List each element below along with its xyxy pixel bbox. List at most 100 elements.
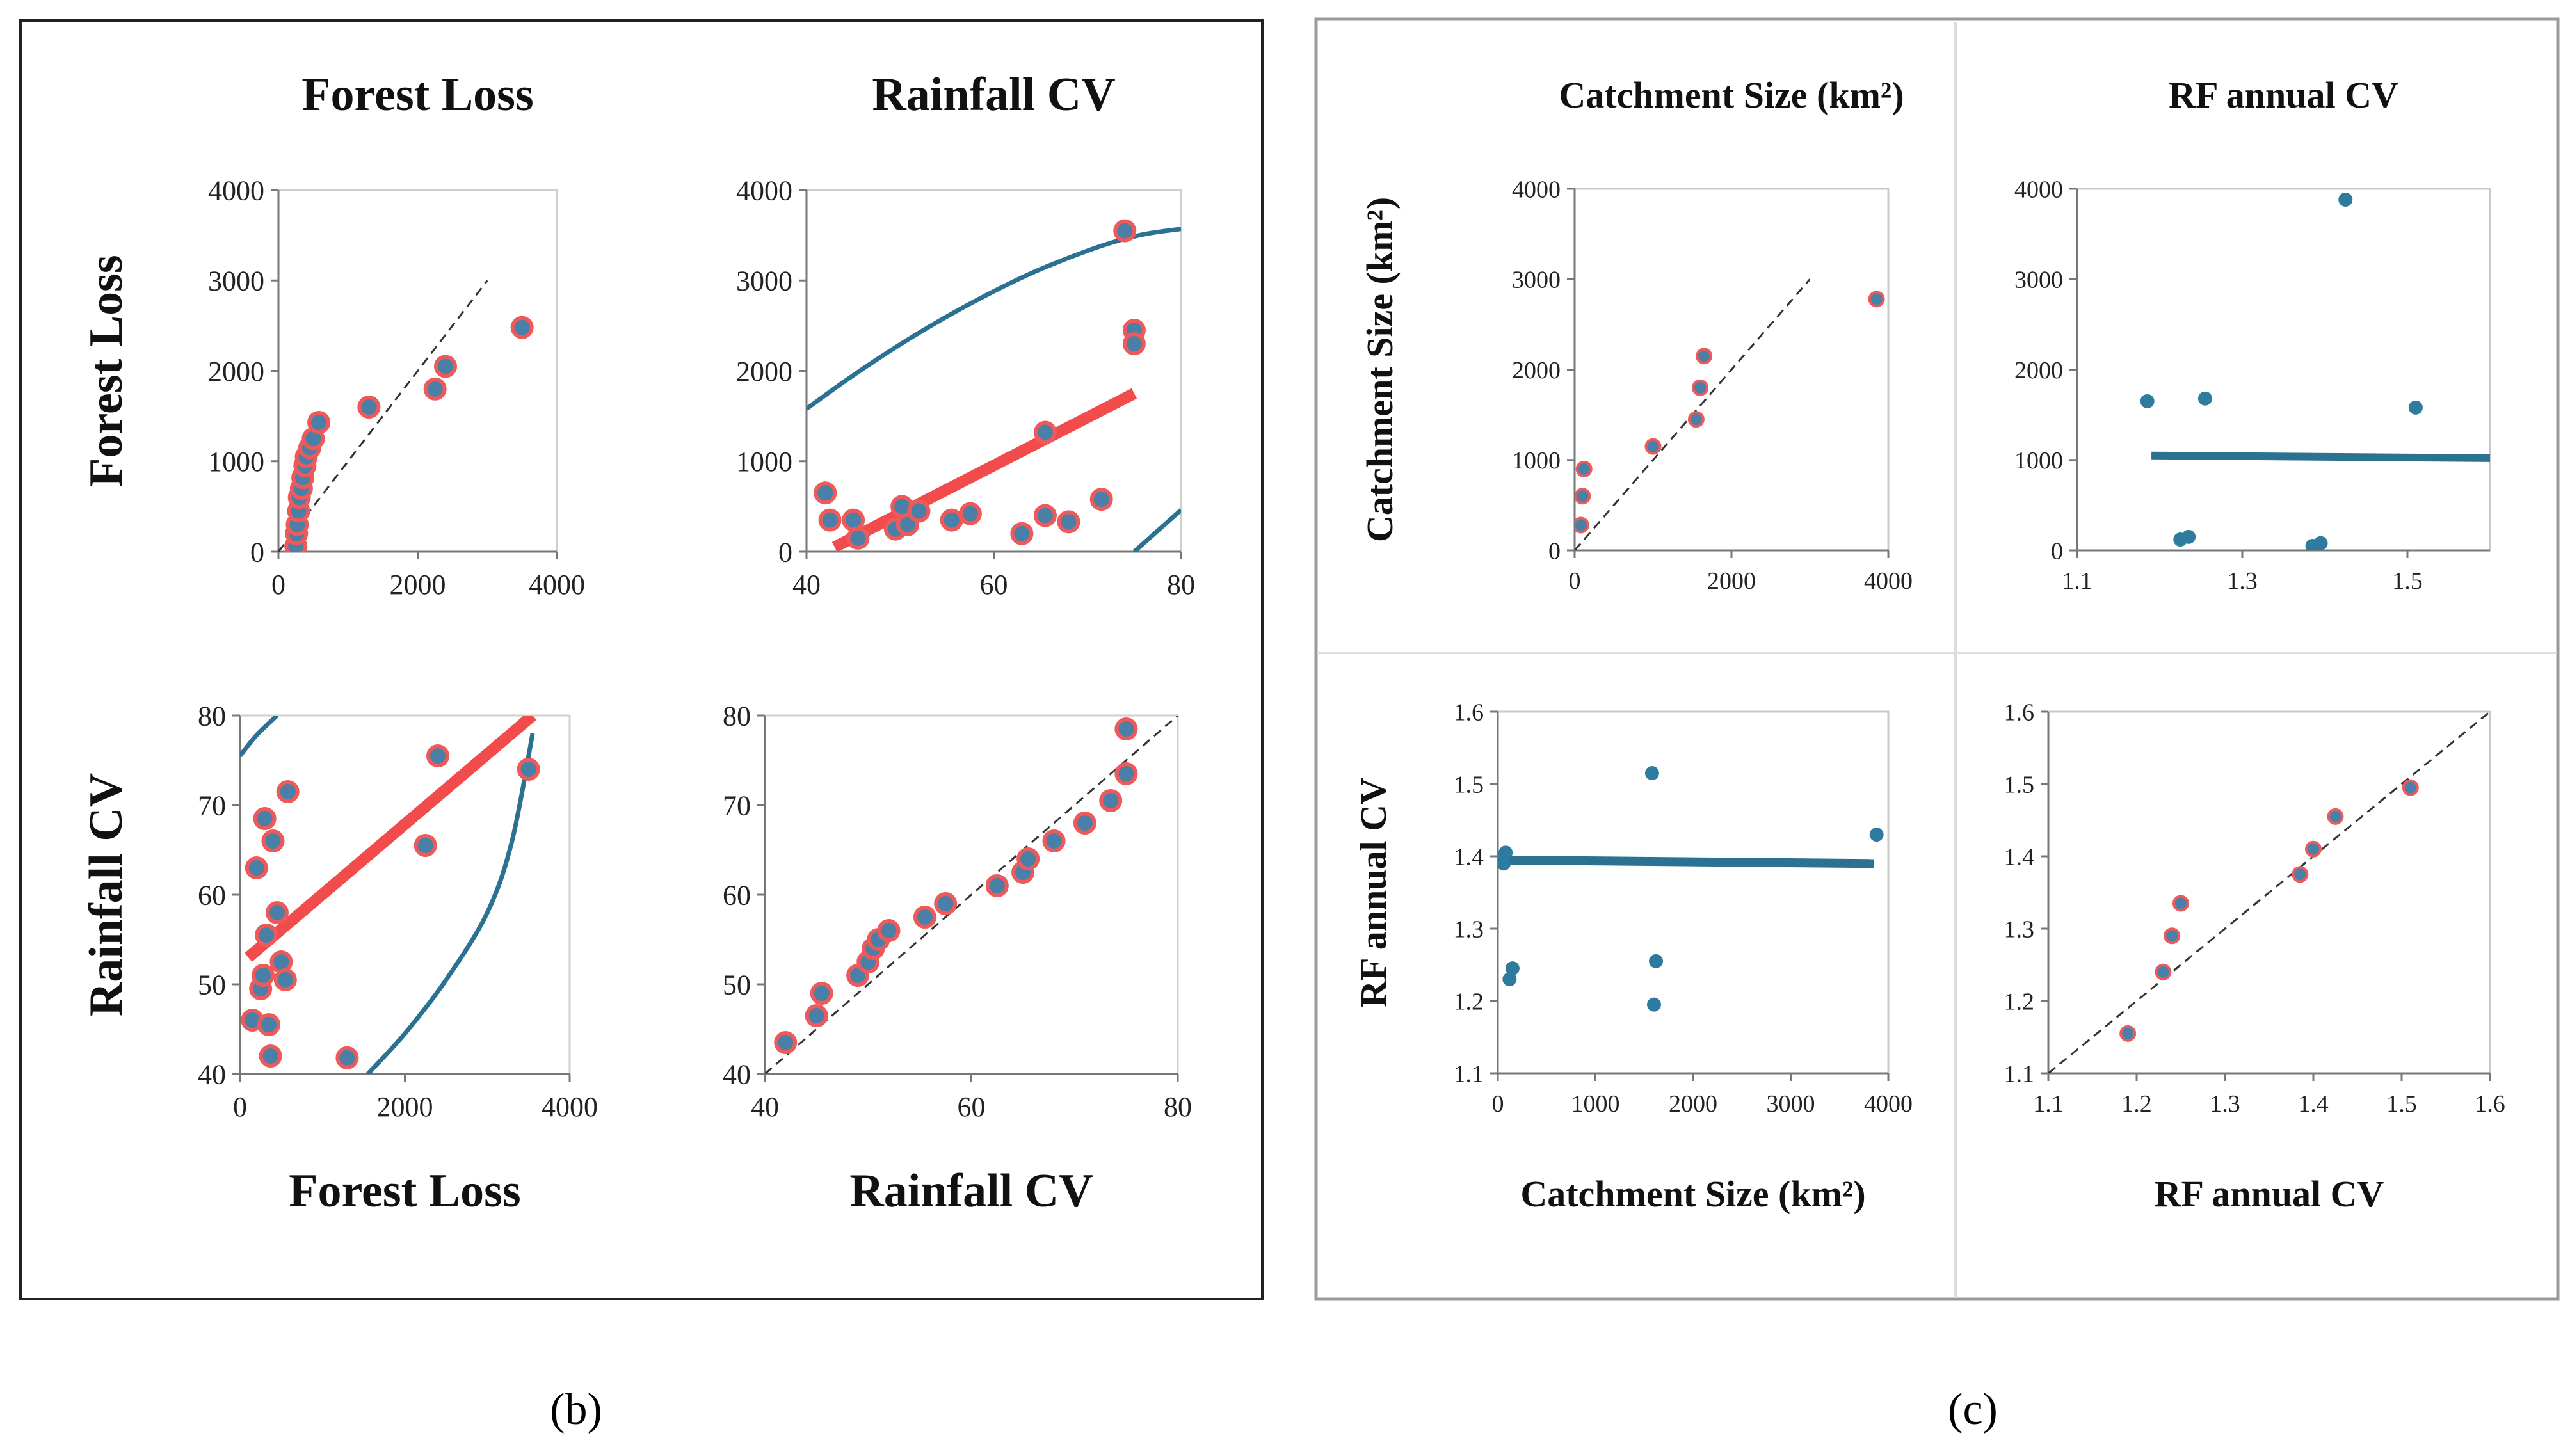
data-point: [913, 906, 936, 929]
data-point: [257, 1013, 281, 1036]
data-point: [335, 1046, 359, 1069]
x-tick-label: 1.3: [2227, 568, 2258, 595]
data-point: [1644, 438, 1662, 455]
data-point: [2155, 963, 2172, 980]
y-tick-label: 0: [250, 536, 264, 568]
y-tick-label: 70: [723, 790, 751, 821]
y-tick-label: 1.3: [1454, 916, 1484, 943]
x-tick-label: 0: [233, 1091, 247, 1123]
y-tick-label: 4000: [208, 175, 264, 206]
data-point: [1122, 332, 1146, 356]
data-point: [2164, 927, 2181, 945]
data-point: [1498, 856, 1511, 871]
y-tick-label: 2000: [736, 356, 792, 387]
y-tick-label: 1000: [208, 446, 264, 477]
plot-content: [2140, 192, 2490, 550]
y-tick-label: 4000: [1512, 176, 1561, 203]
x-tick-label: 2000: [377, 1091, 433, 1123]
panel-label-b: (b): [550, 1385, 602, 1434]
reference-line: [2048, 712, 2490, 1073]
data-point: [2327, 808, 2344, 825]
data-point: [1498, 845, 1513, 860]
chart-title: Rainfall CV: [872, 68, 1115, 121]
x-tick-label: 1.5: [2392, 568, 2423, 595]
data-point: [1868, 291, 1885, 308]
confidence-curve: [240, 716, 279, 758]
x-tick-label: 2000: [1669, 1091, 1717, 1117]
data-point: [1869, 828, 1884, 842]
y-axis-label: Catchment Size (km²): [1359, 197, 1401, 542]
data-point: [1042, 829, 1066, 852]
data-point: [1016, 847, 1040, 870]
plot-content: [240, 716, 540, 1074]
data-point: [273, 968, 297, 991]
x-axis-label: Forest Loss: [289, 1165, 520, 1217]
plot-content: [807, 219, 1181, 552]
data-point: [1505, 961, 1520, 976]
x-tick-label: 1.4: [2298, 1091, 2329, 1117]
data-point: [1644, 766, 1659, 781]
x-tick-label: 4000: [1864, 1091, 1913, 1117]
reference-line: [765, 716, 1178, 1074]
data-point: [423, 377, 447, 401]
data-point: [985, 874, 1009, 897]
y-tick-label: 1.2: [2004, 988, 2035, 1015]
data-point: [510, 316, 534, 339]
y-tick-label: 1.6: [2004, 699, 2035, 726]
data-point: [1687, 411, 1705, 428]
data-point: [934, 892, 958, 915]
data-point: [877, 919, 901, 942]
fit-line: [245, 716, 536, 962]
data-point: [434, 355, 457, 378]
y-tick-label: 1.1: [2004, 1060, 2035, 1087]
y-tick-label: 1000: [1512, 447, 1561, 474]
x-tick-label: 1000: [1571, 1091, 1620, 1117]
data-point: [2305, 840, 2322, 858]
x-tick-label: 2000: [1707, 568, 1756, 595]
y-tick-label: 1.6: [1454, 699, 1484, 726]
y-tick-label: 40: [198, 1059, 226, 1090]
y-tick-label: 1000: [2014, 447, 2063, 474]
data-point: [774, 1031, 798, 1054]
x-tick-label: 80: [1167, 569, 1195, 600]
chart-b11: 0 1000 2000 3000 4000 0 2000 4000 Forest Loss For…: [80, 68, 585, 600]
y-tick-label: 50: [723, 969, 751, 1000]
chart-b22: 40 50 60 70 80 40 60 80 Rainfall CV: [723, 700, 1192, 1217]
x-tick-label: 40: [792, 569, 821, 600]
chart-title: Forest Loss: [301, 68, 533, 121]
data-point: [2181, 529, 2196, 544]
plot-content: [1575, 278, 1885, 550]
y-tick-label: 40: [723, 1059, 751, 1090]
data-point: [2402, 779, 2419, 796]
data-point: [1647, 997, 1661, 1012]
fit-line: [2151, 451, 2490, 462]
data-point: [276, 780, 300, 803]
data-point: [1033, 504, 1057, 527]
confidence-curve: [807, 227, 1181, 411]
chart-c21: 1.1 1.2 1.3 1.4 1.5 1.6 0 1000 2000 3000 4000 Catch…: [1353, 699, 1913, 1215]
y-tick-label: 1.3: [2004, 916, 2035, 943]
chart-b12: 0 1000 2000 3000 4000 40 60 80 Rainfall CV: [736, 68, 1195, 600]
data-point: [2338, 192, 2353, 207]
data-point: [1113, 219, 1137, 243]
data-point: [253, 807, 277, 830]
data-point: [1575, 460, 1593, 477]
data-point: [2197, 391, 2212, 406]
x-tick-label: 4000: [542, 1091, 598, 1123]
x-tick-label: 0: [1492, 1091, 1504, 1117]
data-point: [814, 481, 837, 505]
data-point: [261, 829, 285, 852]
x-tick-label: 1.3: [2210, 1091, 2240, 1117]
y-tick-label: 3000: [2014, 267, 2063, 294]
y-tick-label: 60: [723, 879, 751, 911]
y-axis-label: RF annual CV: [1353, 778, 1394, 1007]
data-point: [2140, 394, 2155, 408]
data-point: [1114, 762, 1138, 785]
x-tick-label: 0: [271, 569, 285, 600]
y-tick-label: 0: [778, 536, 792, 568]
data-point: [2172, 895, 2189, 912]
data-point: [1696, 348, 1713, 365]
plot-area: [805, 189, 1182, 553]
